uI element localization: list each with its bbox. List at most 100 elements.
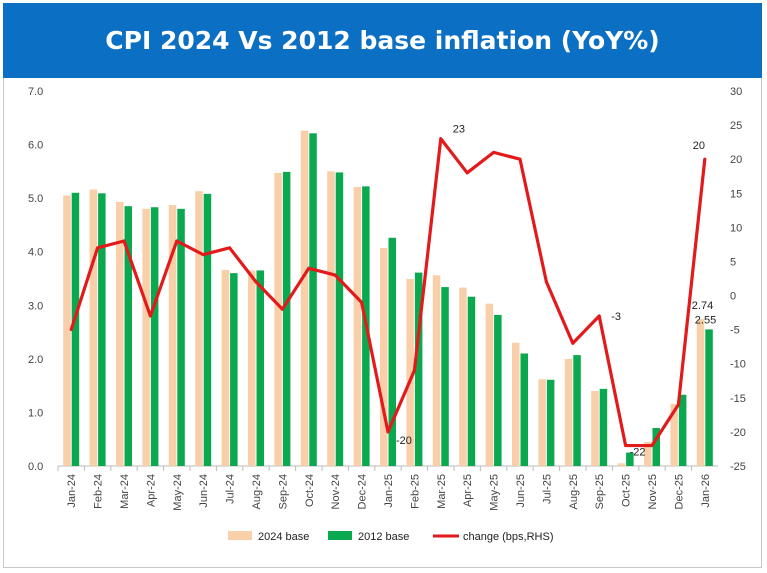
bar-2012-base	[573, 355, 581, 466]
x-axis-tick-label: Apr-25	[462, 474, 474, 507]
change-point	[439, 137, 443, 141]
legend-swatch	[328, 531, 352, 540]
data-label: -20	[396, 435, 412, 447]
change-point	[122, 239, 126, 243]
change-point	[676, 403, 680, 407]
left-axis-tick-label: 4.0	[28, 247, 43, 259]
bar-2024-base	[644, 441, 652, 466]
x-axis-tick-label: Aug-25	[568, 474, 580, 509]
change-point	[228, 246, 232, 250]
change-point	[492, 150, 496, 154]
right-axis-tick-label: -5	[730, 325, 740, 337]
change-point	[703, 157, 707, 161]
x-axis-tick-label: Jan-26	[700, 474, 712, 508]
bar-2012-base	[177, 208, 185, 466]
legend-label: 2012 base	[358, 531, 409, 543]
change-point	[465, 171, 469, 175]
bar-2024-base	[538, 379, 546, 466]
right-axis-tick-label: 0	[730, 291, 736, 303]
bar-2024-base	[432, 275, 441, 466]
chart-title-bar: CPI 2024 Vs 2012 base inflation (YoY%)	[3, 3, 762, 78]
bar-2024-base	[459, 287, 467, 466]
x-axis-tick-label: Nov-25	[647, 474, 659, 509]
change-point	[148, 314, 152, 318]
legend-swatch	[228, 531, 252, 540]
bar-2012-base	[494, 314, 502, 466]
change-point	[544, 280, 548, 284]
bar-2012-base	[599, 388, 608, 466]
right-axis-tick-label: 30	[730, 86, 742, 98]
bar-2012-base	[150, 207, 159, 466]
bar-2012-base	[203, 193, 212, 466]
bar-2012-base	[388, 237, 396, 466]
change-point	[571, 341, 575, 345]
left-axis-tick-label: 7.0	[28, 86, 43, 98]
bar-2024-base	[591, 391, 599, 466]
data-label: -3	[611, 311, 621, 323]
bar-2012-base	[678, 394, 687, 466]
data-label: 2.55	[695, 314, 716, 326]
bar-2024-base	[89, 189, 98, 467]
bar-2012-base	[546, 379, 555, 466]
bar-2024-base	[248, 270, 256, 466]
right-axis-tick-label: -25	[730, 461, 746, 473]
right-axis-tick-label: 10	[730, 222, 742, 234]
change-point	[360, 300, 364, 304]
x-axis-tick-label: Apr-24	[145, 474, 157, 507]
x-axis-tick-label: Mar-24	[119, 474, 131, 509]
left-axis-tick-label: 1.0	[28, 407, 43, 419]
chart-title: CPI 2024 Vs 2012 base inflation (YoY%)	[105, 26, 660, 55]
right-axis-tick-label: 25	[730, 120, 742, 132]
x-axis-tick-label: Feb-24	[93, 474, 105, 509]
change-point	[597, 314, 601, 318]
x-axis-tick-label: May-25	[489, 474, 501, 511]
right-axis-tick-label: 5	[730, 256, 736, 268]
x-axis-tick-label: Dec-25	[673, 474, 685, 509]
change-point	[201, 253, 205, 257]
bar-2012-base	[124, 206, 132, 466]
bar-2012-base	[256, 270, 264, 466]
right-axis-tick-label: -10	[730, 359, 746, 371]
bar-2012-base	[652, 427, 660, 466]
change-point	[333, 273, 337, 277]
x-axis-tick-label: Mar-25	[436, 474, 448, 509]
change-point	[96, 246, 100, 250]
bar-2012-base	[520, 353, 528, 466]
bar-2024-base	[670, 403, 678, 466]
x-axis-tick-label: Jan-24	[66, 474, 78, 508]
bar-2012-base	[414, 272, 423, 466]
x-axis-tick-label: Jan-25	[383, 474, 395, 508]
bar-2012-base	[230, 273, 238, 466]
x-axis-tick-label: Jun-24	[198, 474, 210, 508]
bar-2024-base	[617, 463, 626, 466]
bar-2024-base	[168, 205, 177, 466]
bar-2012-base	[282, 171, 291, 466]
change-point	[69, 328, 73, 332]
bar-2024-base	[195, 191, 203, 466]
right-axis-tick-label: -15	[730, 393, 746, 405]
bar-2024-base	[116, 201, 124, 466]
x-axis-tick-label: Jul-25	[541, 474, 553, 504]
x-axis-tick-label: Oct-24	[304, 474, 316, 507]
left-axis-tick-label: 5.0	[28, 193, 43, 205]
x-axis-tick-label: Feb-25	[409, 474, 421, 509]
data-label: 20	[693, 140, 705, 152]
right-axis-tick-label: -20	[730, 427, 746, 439]
bar-2024-base	[274, 172, 282, 466]
bar-2024-base	[696, 319, 705, 466]
bar-2012-base	[71, 192, 80, 467]
left-axis-tick-label: 6.0	[28, 140, 43, 152]
bar-2012-base	[335, 172, 344, 466]
bar-2024-base	[485, 303, 494, 466]
bar-2012-base	[626, 452, 634, 466]
bar-2012-base	[309, 133, 317, 467]
change-point	[518, 157, 522, 161]
left-axis-tick-label: 2.0	[28, 354, 43, 366]
left-axis-tick-label: 0.0	[28, 461, 43, 473]
bar-2024-base	[512, 342, 520, 466]
data-label: -22	[630, 447, 646, 459]
left-axis-tick-label: 3.0	[28, 300, 43, 312]
legend-label: 2024 base	[258, 531, 309, 543]
change-line	[69, 137, 707, 448]
bar-2024-base	[142, 208, 150, 466]
